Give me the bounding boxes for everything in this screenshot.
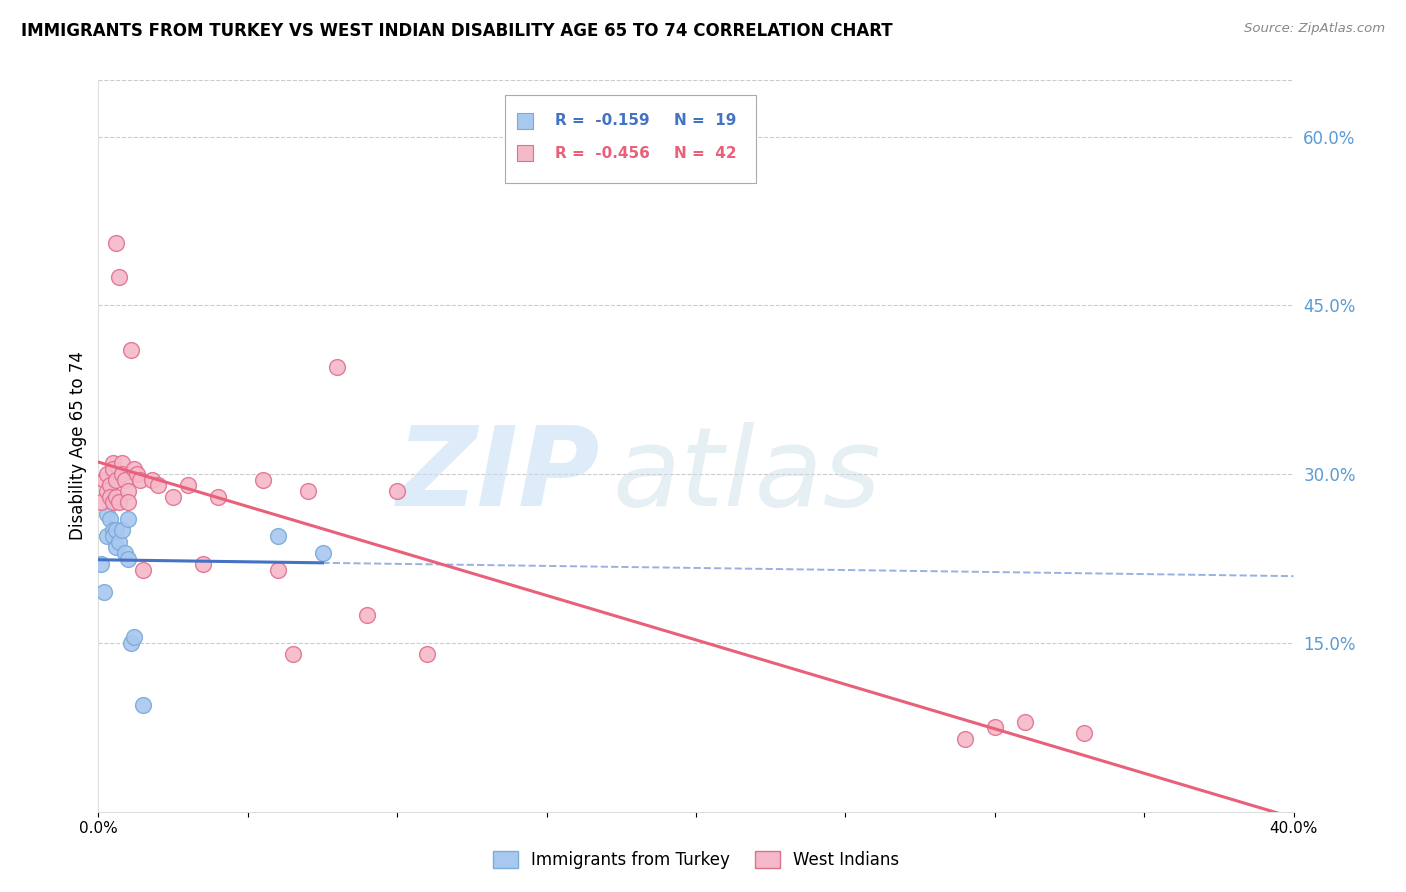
Text: N =  42: N = 42 xyxy=(675,146,737,161)
Point xyxy=(1014,714,1036,729)
Point xyxy=(117,512,139,526)
Point xyxy=(385,483,409,498)
Point xyxy=(98,490,122,504)
Point xyxy=(356,607,378,622)
Point xyxy=(207,490,229,504)
Text: Source: ZipAtlas.com: Source: ZipAtlas.com xyxy=(1244,22,1385,36)
Text: IMMIGRANTS FROM TURKEY VS WEST INDIAN DISABILITY AGE 65 TO 74 CORRELATION CHART: IMMIGRANTS FROM TURKEY VS WEST INDIAN DI… xyxy=(21,22,893,40)
Point xyxy=(129,473,152,487)
Text: R =  -0.456: R = -0.456 xyxy=(555,146,650,161)
Point xyxy=(1073,726,1095,740)
Point xyxy=(326,360,349,375)
Point xyxy=(114,473,136,487)
Point xyxy=(103,495,125,509)
Point xyxy=(124,461,146,475)
Point xyxy=(111,467,134,482)
Point xyxy=(103,456,125,470)
Point xyxy=(90,495,112,509)
Point xyxy=(267,563,290,577)
Point xyxy=(117,483,139,498)
Point xyxy=(103,524,125,538)
Point xyxy=(98,512,122,526)
Point xyxy=(117,551,139,566)
Text: R =  -0.159: R = -0.159 xyxy=(555,113,650,128)
Point xyxy=(105,473,128,487)
Point xyxy=(98,478,122,492)
Point xyxy=(297,483,319,498)
Point xyxy=(96,467,118,482)
Point xyxy=(124,630,146,644)
FancyBboxPatch shape xyxy=(505,95,756,183)
Point xyxy=(90,557,112,571)
Point xyxy=(93,585,115,599)
Point xyxy=(984,720,1007,734)
Point xyxy=(103,461,125,475)
Point xyxy=(96,507,118,521)
Point xyxy=(252,473,274,487)
Point xyxy=(96,529,118,543)
Point xyxy=(108,495,131,509)
Point xyxy=(96,483,118,498)
Point xyxy=(132,698,155,712)
Y-axis label: Disability Age 65 to 74: Disability Age 65 to 74 xyxy=(69,351,87,541)
Point xyxy=(162,490,184,504)
Text: N =  19: N = 19 xyxy=(675,113,737,128)
Point xyxy=(111,456,134,470)
Point xyxy=(311,546,333,560)
Point xyxy=(281,647,304,661)
Point xyxy=(148,478,170,492)
Point xyxy=(93,473,115,487)
Point xyxy=(105,524,128,538)
Point xyxy=(177,478,200,492)
Text: ZIP: ZIP xyxy=(396,422,600,529)
Text: atlas: atlas xyxy=(613,422,882,529)
Legend: Immigrants from Turkey, West Indians: Immigrants from Turkey, West Indians xyxy=(492,851,900,869)
Point xyxy=(267,529,290,543)
Point xyxy=(416,647,439,661)
Point xyxy=(953,731,976,746)
Point xyxy=(117,495,139,509)
Point xyxy=(103,529,125,543)
Point xyxy=(111,524,134,538)
Point xyxy=(105,541,128,555)
Point xyxy=(120,343,142,358)
Point xyxy=(105,236,128,251)
Point xyxy=(141,473,163,487)
Point xyxy=(114,546,136,560)
Point xyxy=(132,563,155,577)
Point xyxy=(120,636,142,650)
Point xyxy=(105,490,128,504)
Point xyxy=(108,270,131,285)
Point xyxy=(127,467,149,482)
Point xyxy=(191,557,214,571)
Point xyxy=(108,534,131,549)
